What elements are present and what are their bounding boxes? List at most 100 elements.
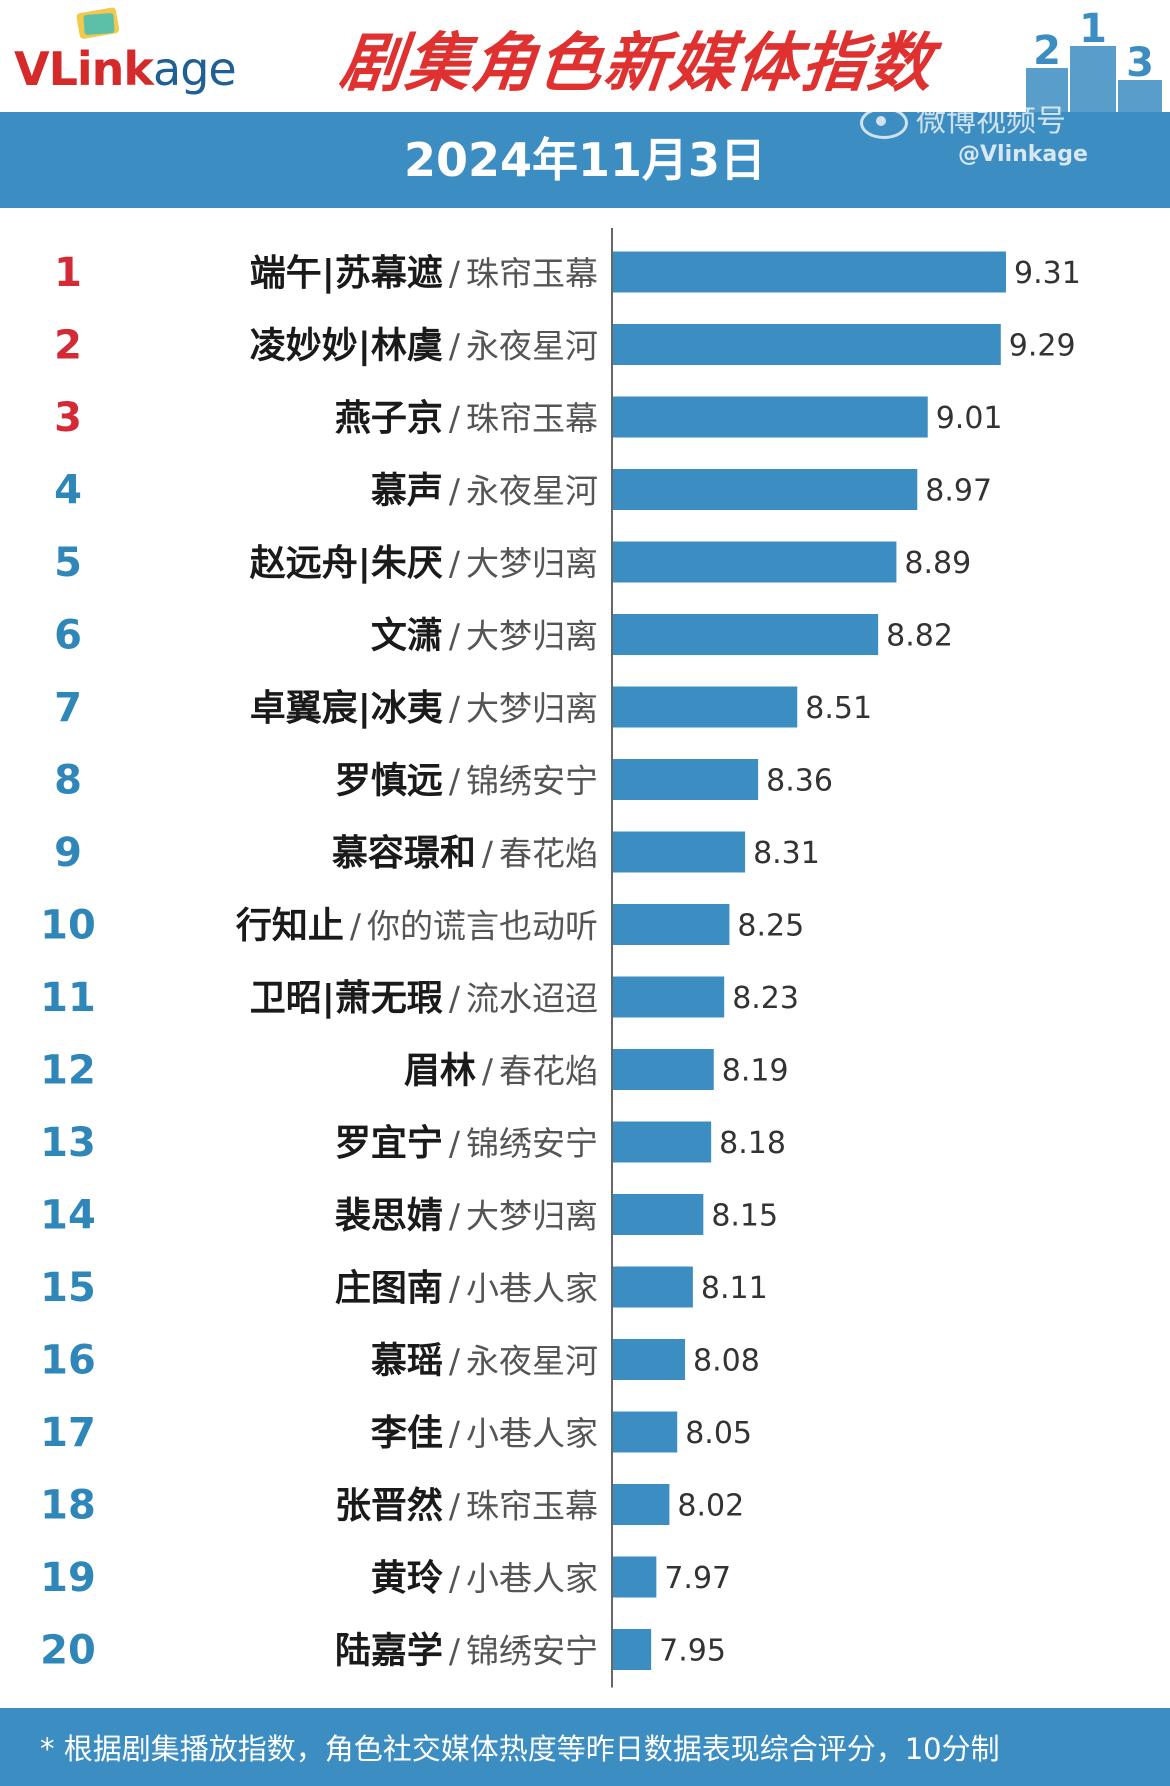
drama-name: 大梦归离 — [466, 544, 598, 583]
chart-row: 13 罗宜宁 / 锦绣安宁 8.18 — [40, 1120, 786, 1166]
drama-name: 大梦归离 — [466, 689, 598, 728]
rank-label: 7 — [54, 685, 82, 731]
svg-text:2: 2 — [1033, 28, 1061, 74]
separator: / — [449, 617, 461, 656]
value-label: 8.82 — [886, 619, 953, 654]
value-label: 7.97 — [664, 1561, 731, 1596]
drama-name: 小巷人家 — [466, 1269, 598, 1308]
character-name: 慕瑶 — [371, 1341, 443, 1382]
chart-title: 剧集角色新媒体指数 — [336, 27, 938, 101]
chart-row: 14 裴思婧 / 大梦归离 8.15 — [40, 1193, 778, 1239]
category-label: 燕子京 / 珠帘玉幕 — [335, 397, 598, 439]
chart-row: 15 庄图南 / 小巷人家 8.11 — [40, 1265, 768, 1311]
watermark-handle: @Vlinkage — [958, 142, 1088, 167]
drama-name: 春花焰 — [499, 1052, 598, 1091]
category-label: 赵远舟|朱厌 / 大梦归离 — [250, 543, 598, 584]
category-label: 卫昭|萧无瑕 / 流水迢迢 — [250, 978, 598, 1019]
value-label: 8.31 — [753, 836, 820, 871]
separator: / — [350, 907, 362, 946]
separator: / — [449, 1269, 461, 1308]
separator: / — [449, 254, 461, 293]
chart-row: 6 文潇 / 大梦归离 8.82 — [54, 613, 953, 659]
chart-row: 3 燕子京 / 珠帘玉幕 9.01 — [54, 395, 1002, 441]
character-name: 行知止 — [236, 906, 344, 947]
chart-row: 18 张晋然 / 珠帘玉幕 8.02 — [40, 1483, 744, 1529]
chart-row: 11 卫昭|萧无瑕 / 流水迢迢 8.23 — [40, 975, 799, 1021]
separator: / — [449, 1124, 461, 1163]
category-label: 慕声 / 永夜星河 — [371, 471, 598, 512]
drama-name: 锦绣安宁 — [466, 762, 598, 801]
separator: / — [482, 1052, 494, 1091]
bar — [612, 324, 1001, 365]
chart-row: 20 陆嘉学 / 锦绣安宁 7.95 — [40, 1628, 726, 1674]
character-name: 卓翼宸|冰夷 — [250, 688, 443, 729]
rank-label: 17 — [40, 1410, 96, 1456]
separator: / — [449, 1632, 461, 1671]
value-label: 9.31 — [1014, 256, 1081, 291]
drama-name: 流水迢迢 — [466, 979, 598, 1018]
rank-label: 10 — [40, 903, 96, 949]
bar — [612, 1121, 712, 1163]
rank-label: 6 — [54, 613, 82, 659]
value-label: 8.36 — [766, 764, 833, 799]
ranking-bar-chart: 1 端午|苏幕遮 / 珠帘玉幕 9.312 凌妙妙|林虞 / 永夜星河 9.293 燕子京 / 珠帘玉… — [40, 228, 1081, 1688]
drama-name: 大梦归离 — [466, 1197, 598, 1236]
bar — [612, 469, 918, 510]
value-label: 8.89 — [904, 546, 971, 581]
category-label: 文潇 / 大梦归离 — [371, 616, 598, 657]
character-name: 罗宜宁 — [335, 1123, 443, 1164]
character-name: 张晋然 — [335, 1485, 443, 1527]
bar — [612, 1484, 670, 1525]
bar — [612, 251, 1006, 293]
bar — [612, 1194, 704, 1235]
drama-name: 永夜星河 — [466, 1342, 598, 1381]
separator: / — [449, 1342, 461, 1381]
category-label: 张晋然 / 珠帘玉幕 — [335, 1485, 598, 1527]
character-name: 赵远舟|朱厌 — [250, 543, 443, 584]
value-label: 8.15 — [711, 1199, 778, 1234]
character-name: 裴思婧 — [335, 1196, 443, 1237]
separator: / — [449, 472, 461, 511]
vlinkage-logo: VLinkage — [14, 7, 237, 96]
rank-label: 9 — [54, 830, 82, 876]
value-label: 8.51 — [805, 691, 872, 726]
character-name: 慕声 — [371, 471, 443, 512]
drama-name: 锦绣安宁 — [466, 1124, 598, 1163]
bar — [612, 1339, 686, 1380]
category-label: 慕瑶 / 永夜星河 — [371, 1341, 598, 1382]
bar — [612, 1629, 652, 1670]
category-label: 卓翼宸|冰夷 / 大梦归离 — [250, 688, 598, 729]
value-label: 8.08 — [693, 1344, 760, 1379]
chart-row: 17 李佳 / 小巷人家 8.05 — [40, 1410, 752, 1456]
category-label: 庄图南 / 小巷人家 — [335, 1268, 598, 1309]
separator: / — [449, 979, 461, 1018]
rank-label: 3 — [54, 395, 82, 441]
drama-name: 永夜星河 — [466, 327, 598, 366]
character-name: 眉林 — [404, 1051, 476, 1092]
separator: / — [449, 689, 461, 728]
drama-name: 小巷人家 — [466, 1414, 598, 1453]
bar — [612, 1411, 678, 1453]
category-label: 罗慎远 / 锦绣安宁 — [335, 761, 598, 802]
bar — [612, 831, 746, 873]
value-label: 9.01 — [936, 401, 1003, 436]
category-label: 陆嘉学 / 锦绣安宁 — [335, 1630, 598, 1672]
chart-row: 16 慕瑶 / 永夜星河 8.08 — [40, 1338, 760, 1384]
separator: / — [449, 544, 461, 583]
category-label: 眉林 / 春花焰 — [404, 1051, 598, 1092]
rank-label: 16 — [40, 1338, 96, 1384]
chart-date: 2024年11月3日 — [403, 133, 767, 187]
character-name: 庄图南 — [335, 1268, 443, 1309]
character-name: 卫昭|萧无瑕 — [250, 978, 443, 1019]
chart-row: 7 卓翼宸|冰夷 / 大梦归离 8.51 — [54, 685, 872, 731]
rank-label: 19 — [40, 1555, 96, 1601]
chart-row: 8 罗慎远 / 锦绣安宁 8.36 — [54, 758, 833, 804]
value-label: 8.19 — [722, 1054, 789, 1089]
category-label: 行知止 / 你的谎言也动听 — [236, 906, 598, 947]
rank-label: 18 — [40, 1483, 96, 1529]
separator: / — [449, 327, 461, 366]
category-label: 裴思婧 / 大梦归离 — [335, 1196, 598, 1237]
bar — [612, 759, 759, 800]
logo-text: VLinkage — [14, 42, 237, 96]
character-name: 罗慎远 — [335, 761, 443, 802]
